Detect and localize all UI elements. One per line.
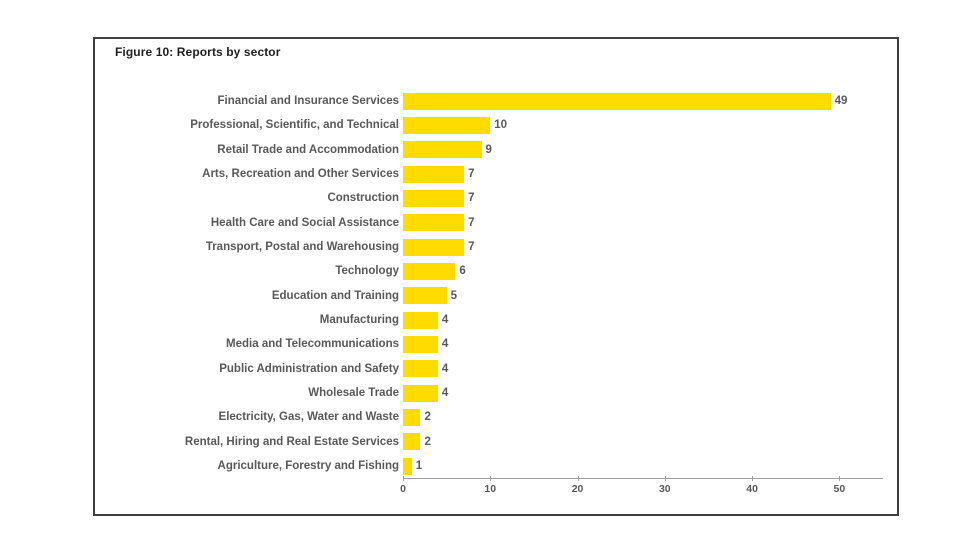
bar-row: Technology 6 bbox=[95, 259, 897, 283]
bar-track: 2 bbox=[403, 433, 897, 451]
bar-track: 5 bbox=[403, 287, 897, 305]
bar bbox=[403, 287, 447, 305]
value-label: 2 bbox=[424, 411, 431, 424]
category-label: Transport, Postal and Warehousing bbox=[205, 241, 399, 254]
bar bbox=[403, 335, 438, 353]
bar-track: 49 bbox=[403, 92, 897, 110]
bar bbox=[403, 214, 465, 232]
bar bbox=[403, 408, 421, 426]
bar-track: 4 bbox=[403, 360, 897, 378]
x-axis-tick bbox=[664, 476, 666, 482]
x-axis-tick-label: 40 bbox=[746, 483, 758, 496]
bar-track: 7 bbox=[403, 214, 897, 232]
bar bbox=[403, 384, 438, 402]
category-label: Education and Training bbox=[271, 289, 399, 302]
bar-track: 2 bbox=[403, 408, 897, 426]
bar-row: Financial and Insurance Services 49 bbox=[95, 89, 897, 113]
bar-row: Media and Telecommunications 4 bbox=[95, 332, 897, 356]
bar bbox=[403, 262, 456, 280]
x-axis-tick-label: 20 bbox=[571, 483, 584, 496]
value-label: 4 bbox=[441, 314, 449, 327]
bar-row: Health Care and Social Assistance 7 bbox=[95, 211, 897, 235]
category-label: Rental, Hiring and Real Estate Services bbox=[184, 435, 399, 448]
x-axis-tick-label: 30 bbox=[658, 483, 671, 496]
x-axis-tick-label: 50 bbox=[833, 483, 846, 496]
x-axis-tick bbox=[490, 476, 492, 482]
bar-track: 7 bbox=[403, 238, 897, 256]
x-axis: 0 10 20 30 40 50 bbox=[400, 476, 883, 500]
bar-track: 4 bbox=[403, 311, 897, 329]
bar-track: 7 bbox=[403, 165, 897, 183]
value-label: 7 bbox=[468, 168, 475, 181]
bar-track: 6 bbox=[403, 262, 897, 280]
bar-rows: Financial and Insurance Services 49 Profes… bbox=[95, 89, 897, 478]
bar-row: Retail Trade and Accommodation 9 bbox=[95, 138, 897, 162]
x-axis-tick bbox=[752, 476, 754, 482]
category-label: Public Administration and Safety bbox=[219, 362, 399, 375]
bar bbox=[403, 116, 491, 134]
value-label: 49 bbox=[834, 95, 848, 108]
value-label: 9 bbox=[485, 143, 492, 156]
value-label: 4 bbox=[441, 387, 449, 400]
bar-row: Electricity, Gas, Water and Waste 2 bbox=[95, 405, 897, 429]
bar-track: 9 bbox=[403, 141, 897, 159]
bar-row: Public Administration and Safety 4 bbox=[95, 357, 897, 381]
bar-row: Manufacturing 4 bbox=[95, 308, 897, 332]
value-label: 6 bbox=[459, 265, 466, 278]
bar bbox=[403, 141, 482, 159]
value-label: 7 bbox=[468, 192, 475, 205]
bar-track: 10 bbox=[403, 116, 897, 134]
value-label: 7 bbox=[468, 216, 475, 229]
category-label: Arts, Recreation and Other Services bbox=[202, 168, 399, 181]
x-axis-tick bbox=[577, 476, 579, 482]
category-label: Media and Telecommunications bbox=[226, 338, 399, 351]
figure-title: Figure 10: Reports by sector bbox=[115, 45, 281, 59]
category-label: Agriculture, Forestry and Fishing bbox=[217, 460, 399, 473]
value-label: 4 bbox=[441, 362, 449, 375]
bar bbox=[403, 189, 465, 207]
bar-chart: Financial and Insurance Services 49 Profes… bbox=[95, 89, 897, 500]
bar bbox=[403, 238, 465, 256]
figure-panel: Figure 10: Reports by sector Financial a… bbox=[93, 37, 899, 516]
x-axis-tick bbox=[839, 476, 841, 482]
category-label: Professional, Scientific, and Technical bbox=[190, 119, 399, 132]
bar bbox=[403, 457, 412, 475]
category-label: Manufacturing bbox=[319, 314, 399, 327]
bar bbox=[403, 360, 438, 378]
category-label: Financial and Insurance Services bbox=[217, 95, 399, 108]
bar-row: Agriculture, Forestry and Fishing 1 bbox=[95, 454, 897, 478]
value-label: 2 bbox=[424, 435, 431, 448]
category-label: Technology bbox=[335, 265, 399, 278]
bar-row: Rental, Hiring and Real Estate Services 2 bbox=[95, 430, 897, 454]
x-axis-tick-label: 10 bbox=[484, 483, 497, 496]
category-label: Retail Trade and Accommodation bbox=[217, 143, 399, 156]
value-label: 5 bbox=[450, 289, 458, 302]
bar-row: Construction 7 bbox=[95, 186, 897, 210]
bar-track: 4 bbox=[403, 384, 897, 402]
category-label: Health Care and Social Assistance bbox=[210, 216, 399, 229]
bar-track: 4 bbox=[403, 335, 897, 353]
bar bbox=[403, 92, 831, 110]
bar-row: Wholesale Trade 4 bbox=[95, 381, 897, 405]
bar bbox=[403, 311, 438, 329]
value-label: 4 bbox=[441, 338, 449, 351]
bar-row: Arts, Recreation and Other Services 7 bbox=[95, 162, 897, 186]
value-label: 7 bbox=[468, 241, 475, 254]
bar bbox=[403, 433, 421, 451]
bar-track: 7 bbox=[403, 189, 897, 207]
bar-row: Transport, Postal and Warehousing 7 bbox=[95, 235, 897, 259]
value-label: 1 bbox=[415, 460, 423, 473]
x-axis-tick-label: 0 bbox=[400, 483, 406, 496]
category-label: Wholesale Trade bbox=[308, 387, 399, 400]
category-label: Electricity, Gas, Water and Waste bbox=[218, 411, 399, 424]
category-label: Construction bbox=[327, 192, 399, 205]
bar-track: 1 bbox=[403, 457, 897, 475]
x-axis-tick bbox=[403, 476, 404, 482]
value-label: 10 bbox=[494, 119, 508, 132]
bar-row: Education and Training 5 bbox=[95, 284, 897, 308]
bar-row: Professional, Scientific, and Technical 1… bbox=[95, 113, 897, 137]
bar bbox=[403, 165, 465, 183]
